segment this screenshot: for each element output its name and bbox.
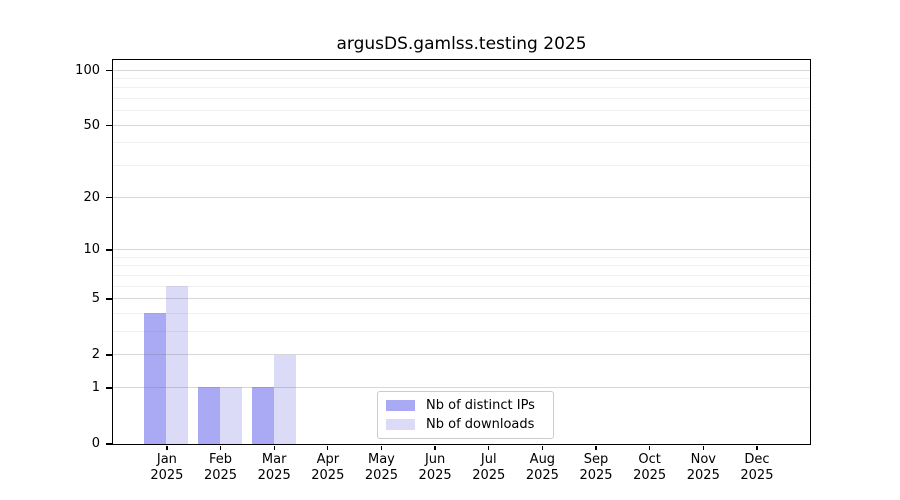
- x-tick-mark: [166, 445, 168, 450]
- x-tick-mark: [327, 445, 329, 450]
- x-tick-label: Nov 2025: [671, 452, 735, 484]
- x-tick-year: 2025: [579, 468, 613, 483]
- x-tick-year: 2025: [472, 468, 506, 483]
- legend-swatch-downloads: [386, 419, 415, 430]
- minor-gridline: [112, 142, 810, 144]
- x-tick-year: 2025: [418, 468, 452, 483]
- x-tick-year: 2025: [740, 468, 774, 483]
- y-tick-label: 50: [83, 117, 100, 133]
- x-tick-label: Oct 2025: [618, 452, 682, 484]
- x-tick-mark: [756, 445, 758, 450]
- x-tick-label: Sep 2025: [564, 452, 628, 484]
- minor-gridline: [112, 265, 810, 267]
- y-tick-mark: [105, 387, 112, 389]
- y-tick-label: 100: [75, 62, 100, 78]
- minor-gridline: [112, 77, 810, 79]
- x-tick-label: Dec 2025: [725, 452, 789, 484]
- y-tick-mark: [105, 196, 112, 199]
- x-tick-label: Jun 2025: [403, 452, 467, 484]
- y-tick-mark: [105, 69, 112, 72]
- x-tick-year: 2025: [150, 468, 184, 483]
- y-tick-mark: [105, 443, 112, 445]
- bar-distinct-ips: [251, 387, 274, 444]
- x-tick-year: 2025: [257, 468, 291, 483]
- y-tick-mark: [105, 298, 112, 300]
- x-tick-month: Oct: [638, 452, 661, 467]
- bar-downloads: [273, 354, 296, 444]
- x-tick-month: Jun: [424, 452, 446, 467]
- major-gridline: [112, 124, 810, 126]
- major-gridline: [112, 196, 810, 198]
- x-tick-month: Mar: [261, 452, 287, 467]
- y-tick-label: 10: [83, 241, 100, 257]
- bar-distinct-ips: [198, 387, 221, 444]
- x-tick-month: Aug: [529, 452, 556, 467]
- x-tick-mark: [273, 445, 275, 450]
- x-tick-label: May 2025: [349, 452, 413, 484]
- x-tick-label: Feb 2025: [189, 452, 253, 484]
- x-tick-month: Apr: [316, 452, 340, 467]
- x-tick-year: 2025: [203, 468, 238, 483]
- x-tick-mark: [702, 445, 704, 450]
- x-tick-mark: [219, 445, 222, 450]
- y-tick-label: 2: [91, 347, 100, 363]
- x-tick-year: 2025: [311, 468, 345, 483]
- major-gridline: [112, 248, 810, 250]
- minor-gridline: [112, 274, 810, 276]
- y-tick-label: 20: [83, 189, 100, 205]
- x-tick-mark: [488, 445, 490, 450]
- x-tick-month: Jan: [156, 452, 177, 467]
- chart-title: argusDS.gamlss.testing 2025: [336, 34, 587, 54]
- x-tick-label: Jan 2025: [135, 452, 199, 484]
- y-tick-mark: [105, 354, 112, 356]
- y-tick-label: 0: [91, 436, 100, 451]
- x-tick-year: 2025: [364, 468, 398, 483]
- legend: Nb of distinct IPs Nb of downloads: [377, 391, 554, 439]
- x-tick-label: Mar 2025: [242, 452, 306, 484]
- bar-downloads: [166, 286, 189, 444]
- x-tick-label: Apr 2025: [296, 452, 360, 484]
- plot-area: [111, 58, 811, 445]
- x-tick-label: Aug 2025: [510, 452, 574, 484]
- x-tick-mark: [434, 445, 436, 450]
- x-tick-mark: [380, 445, 383, 450]
- x-tick-month: Nov: [690, 452, 716, 467]
- x-tick-month: Feb: [209, 452, 233, 467]
- legend-label-distinct-ips: Nb of distinct IPs: [426, 398, 535, 413]
- x-tick-month: Dec: [744, 452, 770, 467]
- x-tick-mark: [649, 445, 651, 450]
- y-tick-label: 1: [91, 379, 100, 395]
- x-tick-year: 2025: [633, 468, 667, 483]
- bar-distinct-ips: [144, 313, 167, 444]
- x-tick-month: Sep: [583, 452, 609, 467]
- major-gridline: [112, 69, 810, 71]
- minor-gridline: [112, 98, 810, 100]
- minor-gridline: [112, 165, 810, 167]
- major-gridline: [112, 354, 810, 356]
- x-tick-mark: [541, 445, 544, 450]
- x-tick-year: 2025: [686, 468, 720, 483]
- legend-swatch-distinct-ips: [386, 400, 415, 411]
- y-tick-mark: [105, 125, 112, 127]
- legend-item-distinct-ips: Nb of distinct IPs: [386, 398, 553, 413]
- legend-label-downloads: Nb of downloads: [426, 417, 535, 432]
- minor-gridline: [112, 285, 810, 287]
- x-tick-mark: [595, 445, 597, 450]
- x-tick-label: Jul 2025: [457, 452, 521, 484]
- minor-gridline: [112, 330, 810, 332]
- bar-downloads: [220, 387, 243, 444]
- x-tick-month: May: [368, 452, 395, 467]
- legend-item-downloads: Nb of downloads: [386, 417, 553, 432]
- x-tick-year: 2025: [525, 468, 559, 483]
- major-gridline: [112, 298, 810, 299]
- minor-gridline: [112, 110, 810, 112]
- minor-gridline: [112, 256, 810, 258]
- y-tick-mark: [105, 249, 112, 251]
- minor-gridline: [112, 87, 810, 89]
- x-tick-month: Jul: [480, 452, 497, 467]
- y-tick-label: 5: [91, 290, 100, 306]
- minor-gridline: [112, 312, 810, 314]
